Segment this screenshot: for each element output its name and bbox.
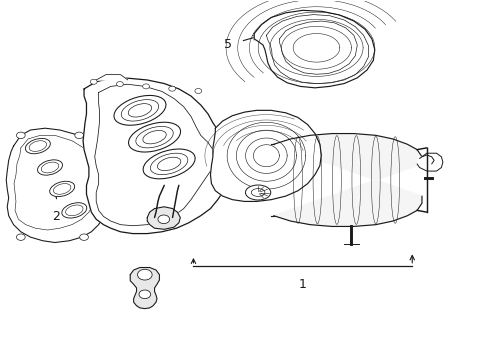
Circle shape <box>80 234 88 240</box>
Text: 3: 3 <box>216 186 224 199</box>
Circle shape <box>142 84 149 89</box>
Text: 4: 4 <box>141 289 148 302</box>
Polygon shape <box>416 153 442 171</box>
Ellipse shape <box>25 138 50 154</box>
Ellipse shape <box>38 160 62 175</box>
Polygon shape <box>83 78 242 234</box>
Ellipse shape <box>128 122 180 152</box>
Text: 2: 2 <box>52 210 60 223</box>
Circle shape <box>158 215 169 224</box>
Ellipse shape <box>61 203 86 218</box>
Ellipse shape <box>143 149 195 179</box>
Circle shape <box>195 89 201 94</box>
Text: 1: 1 <box>298 278 306 291</box>
Circle shape <box>17 132 25 139</box>
Polygon shape <box>273 134 421 226</box>
Ellipse shape <box>50 181 75 197</box>
Polygon shape <box>130 267 159 309</box>
Text: 6: 6 <box>187 207 195 220</box>
Circle shape <box>97 177 105 183</box>
Circle shape <box>90 79 97 84</box>
Polygon shape <box>147 207 180 229</box>
Ellipse shape <box>114 95 165 125</box>
Circle shape <box>168 86 175 91</box>
Circle shape <box>139 290 150 298</box>
Polygon shape <box>210 111 321 202</box>
Polygon shape <box>254 10 374 88</box>
Polygon shape <box>96 75 127 80</box>
Circle shape <box>17 234 25 240</box>
Text: 5: 5 <box>224 38 232 51</box>
Circle shape <box>116 82 123 86</box>
Circle shape <box>137 269 152 280</box>
Circle shape <box>75 132 83 139</box>
Polygon shape <box>6 128 111 243</box>
Ellipse shape <box>245 185 270 200</box>
